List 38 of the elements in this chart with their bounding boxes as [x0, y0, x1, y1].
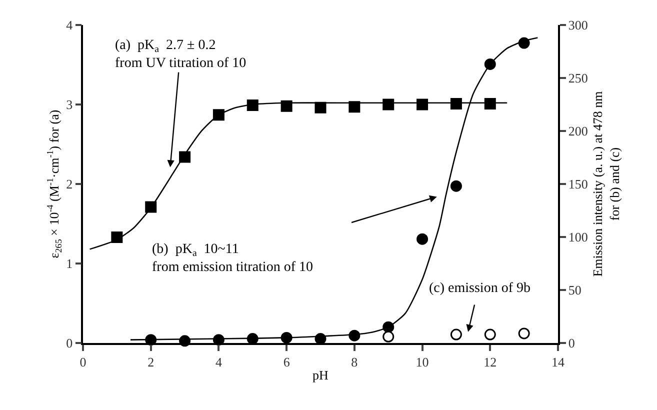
- x-tick-label: 4: [215, 354, 222, 370]
- y2-tick-label: 0: [568, 336, 575, 351]
- y2-tick-label: 100: [568, 230, 588, 245]
- annotation: (c) emission of 9b: [429, 281, 530, 296]
- x-tick-label: 2: [148, 354, 154, 370]
- y-tick-label: 3: [66, 97, 73, 112]
- y2-tick-label: 300: [568, 18, 588, 33]
- x-tick-label: 14: [552, 354, 565, 370]
- point: [280, 100, 292, 112]
- point: [484, 328, 496, 340]
- point: [416, 233, 428, 245]
- point: [246, 100, 258, 112]
- x-tick-label: 8: [351, 354, 358, 370]
- x-tick-label: 6: [283, 354, 290, 370]
- x-axis-title: pH: [312, 367, 328, 382]
- y2-tick-label: 50: [568, 282, 582, 298]
- y-tick-label: 1: [66, 256, 73, 272]
- y2-tick-label: 250: [568, 70, 588, 86]
- x-tick-label: 10: [416, 354, 429, 370]
- point: [518, 328, 530, 340]
- y2-tick-label: 150: [568, 176, 588, 192]
- point: [382, 98, 394, 110]
- x-tick-label: 0: [80, 354, 86, 370]
- point: [450, 180, 462, 192]
- point: [450, 98, 462, 110]
- x-tick-label: 12: [484, 354, 497, 370]
- annotation: (b) pK$_{a}$ 10~11 from emission titration of 10: [152, 242, 313, 276]
- y-tick-label: 4: [66, 18, 74, 33]
- annotation: (a) pK$_{a}$ 2.7 ± 0.2 from UV titration of 10: [115, 38, 246, 72]
- point: [382, 330, 394, 342]
- y-tick-label: 0: [66, 336, 73, 351]
- y-tick-label: 2: [66, 176, 73, 192]
- point: [348, 101, 360, 113]
- y2-axis-title: Emission intensity (a. u.) at 478 nm for (b) and (c): [590, 91, 622, 277]
- y2-tick-label: 200: [568, 124, 588, 139]
- point: [450, 328, 462, 340]
- point: [416, 98, 428, 110]
- point: [484, 98, 496, 110]
